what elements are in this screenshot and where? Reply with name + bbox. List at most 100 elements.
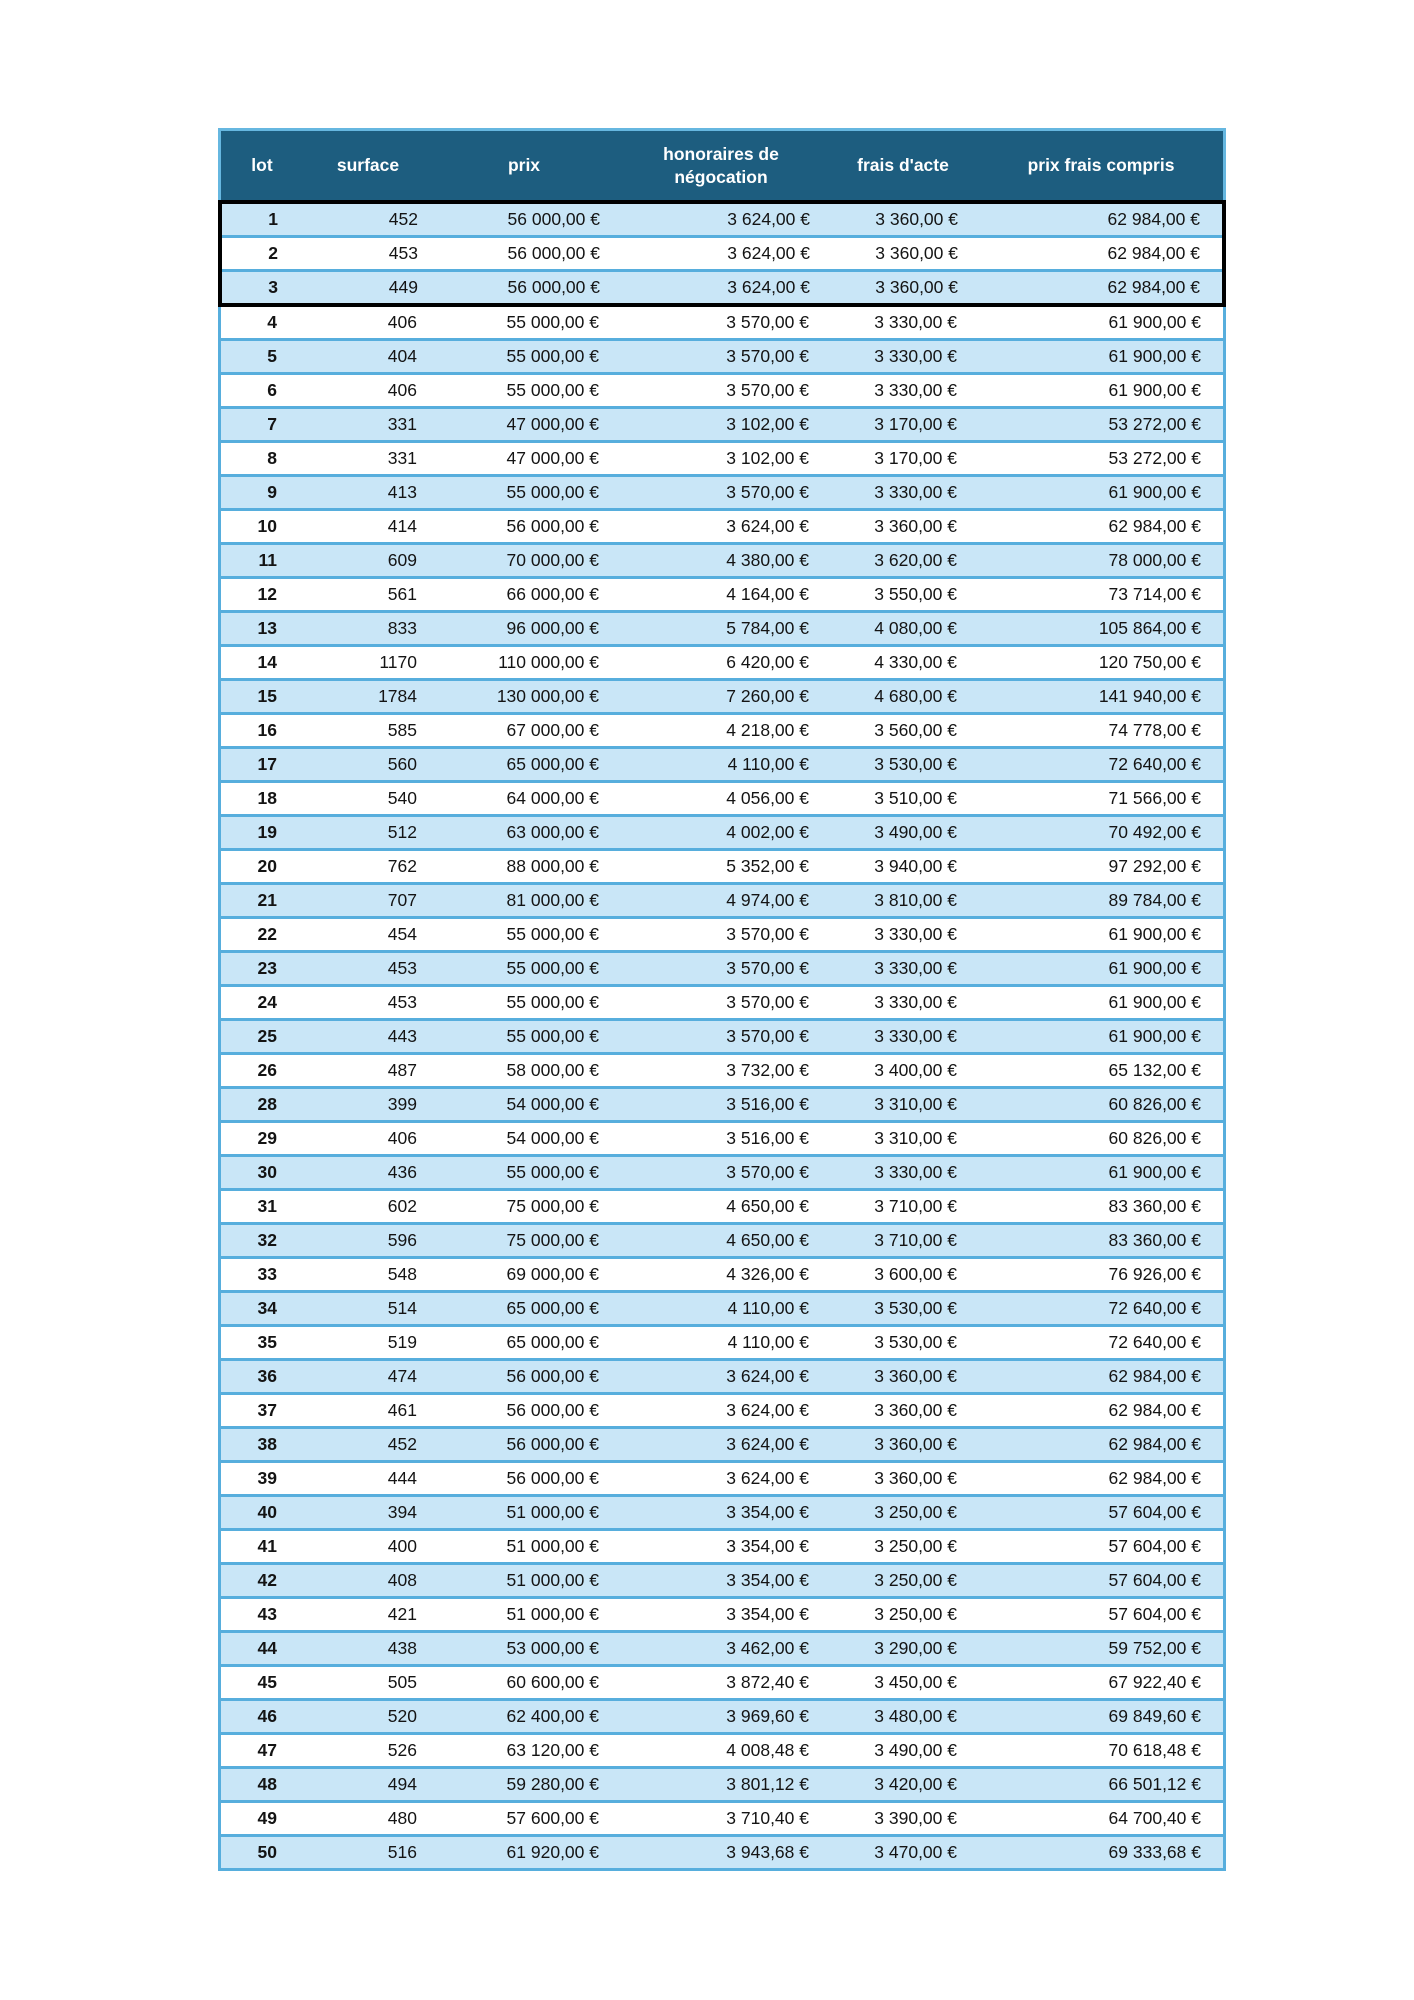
cell-surface: 512 <box>387 822 417 842</box>
cell-prix: 65 000,00 € <box>506 1332 599 1352</box>
cell-prix-frais-compris: 105 864,00 € <box>1098 618 1201 638</box>
cell-lot: 12 <box>257 584 277 604</box>
cell-prix: 56 000,00 € <box>506 1468 599 1488</box>
table-row: 32 596 75 000,00 € 4 650,00 € 3 710,00 €… <box>218 1225 1226 1259</box>
cell-prix: 69 000,00 € <box>506 1264 599 1284</box>
table-header-row: lot surface prix honoraires de négocatio… <box>218 128 1226 200</box>
cell-frais-acte: 3 330,00 € <box>874 346 957 366</box>
cell-honoraires: 3 354,00 € <box>726 1502 809 1522</box>
cell-lot: 33 <box>257 1264 277 1284</box>
cell-surface: 452 <box>387 1434 417 1454</box>
table-row: 1 452 56 000,00 € 3 624,00 € 3 360,00 € … <box>222 204 1222 238</box>
cell-prix-frais-compris: 120 750,00 € <box>1098 652 1201 672</box>
cell-surface: 399 <box>387 1094 417 1114</box>
cell-honoraires: 3 624,00 € <box>726 1366 809 1386</box>
cell-lot: 44 <box>257 1638 277 1658</box>
cell-prix-frais-compris: 61 900,00 € <box>1108 924 1201 944</box>
table-row: 12 561 66 000,00 € 4 164,00 € 3 550,00 €… <box>218 579 1226 613</box>
cell-prix-frais-compris: 60 826,00 € <box>1108 1128 1201 1148</box>
cell-prix: 57 600,00 € <box>506 1808 599 1828</box>
cell-frais-acte: 3 310,00 € <box>874 1128 957 1148</box>
cell-honoraires: 3 732,00 € <box>726 1060 809 1080</box>
cell-lot: 41 <box>257 1536 277 1556</box>
cell-frais-acte: 3 470,00 € <box>874 1842 957 1862</box>
cell-prix-frais-compris: 78 000,00 € <box>1108 550 1201 570</box>
table-row: 13 833 96 000,00 € 5 784,00 € 4 080,00 €… <box>218 613 1226 647</box>
cell-surface: 436 <box>387 1162 417 1182</box>
cell-frais-acte: 3 330,00 € <box>874 924 957 944</box>
cell-prix-frais-compris: 62 984,00 € <box>1108 516 1201 536</box>
cell-surface: 519 <box>387 1332 417 1352</box>
cell-frais-acte: 3 170,00 € <box>874 448 957 468</box>
cell-prix: 55 000,00 € <box>506 1026 599 1046</box>
cell-lot: 36 <box>257 1366 277 1386</box>
cell-honoraires: 3 570,00 € <box>726 924 809 944</box>
cell-honoraires: 5 352,00 € <box>726 856 809 876</box>
cell-honoraires: 4 380,00 € <box>726 550 809 570</box>
cell-frais-acte: 3 390,00 € <box>874 1808 957 1828</box>
cell-prix: 51 000,00 € <box>506 1536 599 1556</box>
cell-frais-acte: 3 360,00 € <box>874 516 957 536</box>
cell-honoraires: 3 354,00 € <box>726 1570 809 1590</box>
table-row: 44 438 53 000,00 € 3 462,00 € 3 290,00 €… <box>218 1633 1226 1667</box>
cell-prix: 56 000,00 € <box>506 516 599 536</box>
cell-honoraires: 4 110,00 € <box>727 1332 809 1352</box>
cell-lot: 18 <box>257 788 277 808</box>
cell-frais-acte: 3 360,00 € <box>874 1366 957 1386</box>
table-row: 15 1784 130 000,00 € 7 260,00 € 4 680,00… <box>218 681 1226 715</box>
cell-honoraires: 3 102,00 € <box>726 448 809 468</box>
cell-surface: 408 <box>387 1570 417 1590</box>
cell-lot: 32 <box>257 1230 277 1250</box>
table-row: 47 526 63 120,00 € 4 008,48 € 3 490,00 €… <box>218 1735 1226 1769</box>
cell-lot: 5 <box>267 346 277 366</box>
cell-lot: 49 <box>257 1808 277 1828</box>
cell-frais-acte: 3 560,00 € <box>874 720 957 740</box>
cell-frais-acte: 3 170,00 € <box>874 414 957 434</box>
cell-frais-acte: 3 530,00 € <box>874 1298 957 1318</box>
table-row: 4 406 55 000,00 € 3 570,00 € 3 330,00 € … <box>218 307 1226 341</box>
cell-lot: 15 <box>257 686 277 706</box>
table-row: 48 494 59 280,00 € 3 801,12 € 3 420,00 €… <box>218 1769 1226 1803</box>
cell-lot: 20 <box>257 856 277 876</box>
table-row: 21 707 81 000,00 € 4 974,00 € 3 810,00 €… <box>218 885 1226 919</box>
table-row: 23 453 55 000,00 € 3 570,00 € 3 330,00 €… <box>218 953 1226 987</box>
cell-prix-frais-compris: 57 604,00 € <box>1108 1502 1201 1522</box>
cell-surface: 414 <box>387 516 417 536</box>
cell-frais-acte: 3 620,00 € <box>874 550 957 570</box>
cell-prix: 63 000,00 € <box>506 822 599 842</box>
cell-lot: 13 <box>257 618 277 638</box>
cell-surface: 443 <box>387 1026 417 1046</box>
cell-prix: 56 000,00 € <box>506 1366 599 1386</box>
cell-lot: 11 <box>258 550 278 570</box>
cell-surface: 526 <box>387 1740 417 1760</box>
cell-honoraires: 4 218,00 € <box>726 720 809 740</box>
cell-lot: 28 <box>257 1094 277 1114</box>
cell-honoraires: 4 110,00 € <box>727 754 809 774</box>
table-row: 34 514 65 000,00 € 4 110,00 € 3 530,00 €… <box>218 1293 1226 1327</box>
cell-surface: 452 <box>388 209 418 229</box>
cell-lot: 10 <box>257 516 277 536</box>
cell-frais-acte: 3 510,00 € <box>874 788 957 808</box>
cell-frais-acte: 3 530,00 € <box>874 1332 957 1352</box>
cell-surface: 487 <box>387 1060 417 1080</box>
cell-prix-frais-compris: 141 940,00 € <box>1098 686 1201 706</box>
cell-frais-acte: 3 710,00 € <box>874 1196 957 1216</box>
cell-honoraires: 4 110,00 € <box>727 1298 809 1318</box>
cell-frais-acte: 3 330,00 € <box>874 958 957 978</box>
cell-prix-frais-compris: 59 752,00 € <box>1108 1638 1201 1658</box>
cell-prix-frais-compris: 76 926,00 € <box>1108 1264 1201 1284</box>
cell-prix: 75 000,00 € <box>506 1230 599 1250</box>
header-cell-honoraires: honoraires de négocation <box>663 143 779 187</box>
header-cell-prix-frais-compris: prix frais compris <box>1027 155 1175 176</box>
cell-frais-acte: 3 330,00 € <box>874 1026 957 1046</box>
cell-prix-frais-compris: 72 640,00 € <box>1108 1298 1201 1318</box>
cell-lot: 34 <box>257 1298 277 1318</box>
cell-frais-acte: 3 490,00 € <box>874 1740 957 1760</box>
cell-honoraires: 4 326,00 € <box>726 1264 809 1284</box>
cell-honoraires: 3 872,40 € <box>726 1672 809 1692</box>
cell-lot: 19 <box>257 822 277 842</box>
table-row: 14 1170 110 000,00 € 6 420,00 € 4 330,00… <box>218 647 1226 681</box>
cell-surface: 406 <box>387 312 417 332</box>
cell-honoraires: 3 516,00 € <box>726 1094 809 1114</box>
cell-prix-frais-compris: 64 700,40 € <box>1108 1808 1201 1828</box>
